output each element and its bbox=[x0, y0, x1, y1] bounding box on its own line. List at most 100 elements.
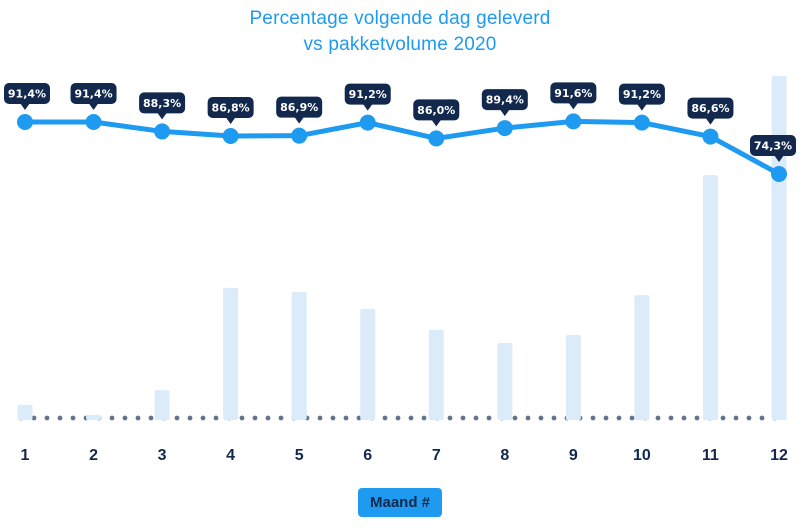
month-tick-label: 9 bbox=[569, 447, 578, 464]
data-label-badge: 86,0% bbox=[413, 99, 460, 127]
baseline-dot bbox=[668, 415, 674, 421]
xaxis-label-chip: Maand # bbox=[357, 488, 443, 517]
volume-bar bbox=[86, 414, 102, 420]
data-label-text: 89,4% bbox=[486, 94, 524, 107]
baseline-dot bbox=[616, 415, 622, 421]
month-tick-label: 7 bbox=[432, 447, 441, 464]
volume-bar bbox=[771, 76, 787, 420]
data-label-badge: 88,3% bbox=[139, 92, 186, 120]
volume-bar bbox=[17, 404, 33, 420]
data-label-badge: 86,8% bbox=[207, 96, 254, 124]
baseline-dot bbox=[57, 415, 63, 421]
baseline-dot bbox=[733, 415, 739, 421]
volume-bar bbox=[428, 329, 444, 420]
month-tick-label: 8 bbox=[500, 447, 509, 464]
line-point bbox=[565, 113, 582, 130]
baseline-dot bbox=[525, 415, 531, 421]
month-tick-label: 4 bbox=[226, 447, 235, 464]
data-label-badge: 91,4% bbox=[4, 83, 50, 110]
chart-title-line1: Percentage volgende dag geleverd bbox=[249, 8, 551, 29]
baseline-dot bbox=[382, 415, 388, 421]
data-label-badge: 91,6% bbox=[550, 82, 597, 110]
baseline-dot bbox=[603, 415, 609, 421]
chart-title: Percentage volgende dag geleverd vs pakk… bbox=[0, 6, 800, 57]
data-label-text: 91,4% bbox=[8, 88, 46, 101]
data-label-badge: 91,2% bbox=[618, 83, 665, 111]
baseline-dot bbox=[486, 415, 492, 421]
line-point bbox=[428, 130, 445, 147]
baseline-dot bbox=[317, 415, 323, 421]
baseline-dot bbox=[759, 415, 765, 421]
data-label-badge: 91,4% bbox=[70, 83, 117, 110]
data-label-text: 91,2% bbox=[623, 88, 661, 101]
baseline-dot bbox=[460, 415, 466, 421]
baseline-dot bbox=[239, 415, 245, 421]
line-point bbox=[633, 114, 650, 131]
volume-bar bbox=[497, 342, 513, 420]
line-point bbox=[496, 120, 513, 137]
baseline-dot bbox=[343, 415, 349, 421]
volume-bar bbox=[154, 390, 170, 420]
month-tick-label: 1 bbox=[21, 447, 30, 464]
baseline-dot bbox=[148, 415, 154, 421]
baseline-dot bbox=[538, 415, 544, 421]
baseline-dot bbox=[629, 415, 635, 421]
line-point bbox=[17, 114, 33, 130]
volume-bar bbox=[291, 292, 307, 420]
volume-bar bbox=[360, 308, 376, 420]
data-label-badge: 91,2% bbox=[344, 83, 391, 111]
data-label-text: 86,9% bbox=[280, 101, 318, 114]
baseline-dot bbox=[408, 415, 414, 421]
baseline-dot bbox=[109, 415, 115, 421]
baseline-dot bbox=[590, 415, 596, 421]
baseline-dot bbox=[200, 415, 206, 421]
baseline-dot bbox=[213, 415, 219, 421]
baseline-dot bbox=[681, 415, 687, 421]
baseline-dot bbox=[44, 415, 50, 421]
data-label-text: 86,8% bbox=[212, 101, 250, 114]
baseline-dot bbox=[174, 415, 180, 421]
baseline-dot bbox=[31, 415, 37, 421]
baseline-dot bbox=[720, 415, 726, 421]
combo-chart: 91,4% 91,4% 88,3% 86,8% 86,9% 91,2% 86,0% 89,4%… bbox=[4, 76, 796, 464]
month-tick-label: 2 bbox=[89, 447, 98, 464]
line-point bbox=[85, 114, 102, 130]
baseline-dot bbox=[746, 415, 752, 421]
data-label-text: 86,6% bbox=[691, 102, 729, 115]
baseline-dot bbox=[278, 415, 284, 421]
line-point bbox=[359, 114, 376, 131]
baseline-dot bbox=[512, 415, 518, 421]
volume-bar bbox=[223, 287, 239, 420]
baseline-dot bbox=[187, 415, 193, 421]
month-tick-label: 5 bbox=[295, 447, 304, 464]
baseline-dot bbox=[122, 415, 128, 421]
baseline-dot bbox=[265, 415, 271, 421]
month-tick-label: 3 bbox=[158, 447, 167, 464]
month-tick-label: 10 bbox=[633, 447, 651, 464]
data-label-badge: 74,3% bbox=[750, 134, 796, 162]
baseline-dot bbox=[252, 415, 258, 421]
baseline-dot bbox=[330, 415, 336, 421]
data-label-text: 86,0% bbox=[417, 104, 455, 117]
data-label-text: 91,2% bbox=[349, 88, 387, 101]
month-tick-label: 11 bbox=[702, 447, 719, 464]
volume-bar bbox=[634, 295, 650, 420]
baseline-dot bbox=[447, 415, 453, 421]
baseline-dot bbox=[70, 415, 76, 421]
data-label-text: 91,4% bbox=[74, 88, 112, 101]
baseline-dot bbox=[694, 415, 700, 421]
baseline-dot bbox=[356, 415, 362, 421]
line-point bbox=[222, 127, 239, 144]
volume-bar bbox=[702, 175, 718, 420]
month-tick-label: 12 bbox=[770, 447, 788, 464]
chart-title-line2: vs pakketvolume 2020 bbox=[303, 33, 497, 55]
baseline-dot bbox=[135, 415, 141, 421]
baseline-dot bbox=[655, 415, 661, 421]
data-label-badge: 86,9% bbox=[276, 96, 323, 124]
baseline-dot bbox=[421, 415, 427, 421]
data-label-badge: 89,4% bbox=[481, 89, 528, 117]
line-point bbox=[771, 165, 787, 182]
data-label-text: 88,3% bbox=[143, 97, 181, 110]
line-point bbox=[291, 127, 308, 144]
